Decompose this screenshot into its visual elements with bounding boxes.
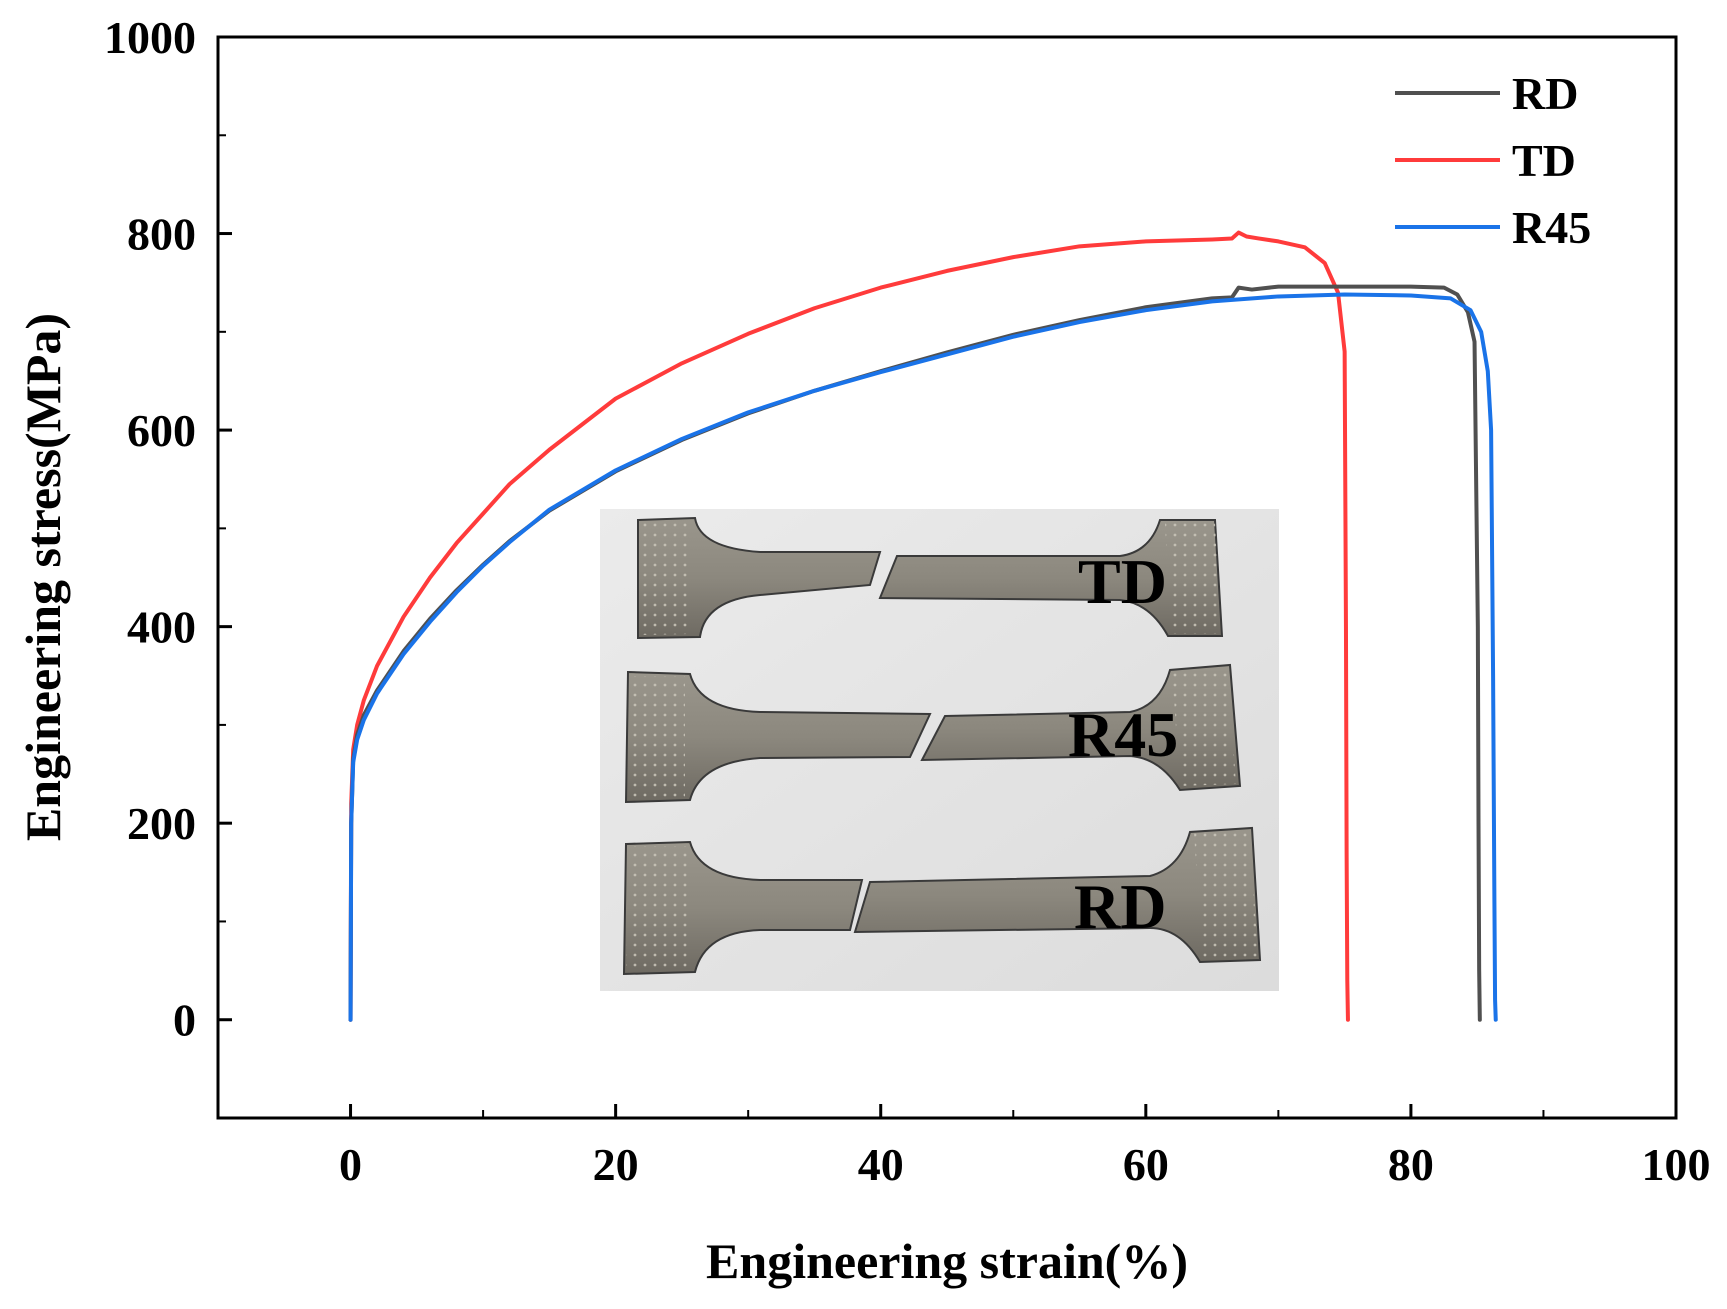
x-tick-label: 80 bbox=[1388, 1139, 1434, 1190]
y-tick-label: 200 bbox=[127, 798, 196, 849]
legend-label-td: TD bbox=[1512, 135, 1576, 186]
y-tick-label: 0 bbox=[173, 995, 196, 1046]
x-axis-title: Engineering strain(%) bbox=[706, 1233, 1188, 1289]
inset-label-td: TD bbox=[1078, 546, 1167, 617]
inset-label-r45: R45 bbox=[1068, 699, 1178, 770]
series-line-r45 bbox=[348, 292, 1498, 1022]
inset-label-rd: RD bbox=[1074, 871, 1166, 942]
y-axis-title: Engineering stress(MPa) bbox=[15, 313, 71, 841]
y-tick-label: 800 bbox=[127, 209, 196, 260]
inset-photo: TD R45 RD bbox=[600, 509, 1279, 991]
y-tick-label: 600 bbox=[127, 405, 196, 456]
x-tick-label: 100 bbox=[1642, 1139, 1711, 1190]
legend-label-r45: R45 bbox=[1512, 202, 1591, 253]
specimen-r45 bbox=[624, 663, 1242, 804]
x-tick-label: 0 bbox=[339, 1139, 362, 1190]
specimen-td bbox=[637, 516, 1224, 640]
y-tick-label: 400 bbox=[127, 602, 196, 653]
plot-frame bbox=[216, 35, 1678, 1120]
x-tick-label: 40 bbox=[858, 1139, 904, 1190]
specimen-rd bbox=[622, 826, 1262, 976]
series-layer bbox=[348, 230, 1498, 1022]
series-line-td bbox=[348, 230, 1350, 1022]
legend: RD TD R45 bbox=[1395, 68, 1591, 253]
x-tick-label: 60 bbox=[1123, 1139, 1169, 1190]
x-tick-label: 20 bbox=[593, 1139, 639, 1190]
y-tick-label: 1000 bbox=[104, 12, 196, 63]
legend-label-rd: RD bbox=[1512, 68, 1578, 119]
